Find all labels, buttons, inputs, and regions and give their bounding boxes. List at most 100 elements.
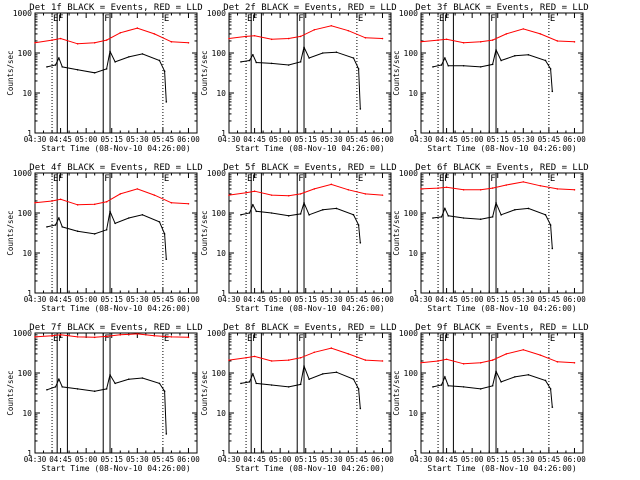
events-data-point: [303, 365, 305, 367]
events-data-point: [462, 217, 465, 219]
events-data-point: [447, 215, 450, 217]
events-data-point: [500, 381, 502, 383]
y-tick-label: 10: [216, 409, 226, 418]
interval-flag-F: F: [104, 14, 109, 24]
detector-panel-3: Det 3f BLACK = Events, RED = LLD 1 10 100 10…: [392, 3, 589, 153]
lld-data-point: [59, 37, 62, 40]
lld-data-point: [51, 335, 53, 337]
lld-data-point: [153, 33, 156, 35]
lld-data-point: [437, 360, 439, 362]
plot-frame: [228, 12, 392, 134]
events-data-point: [299, 61, 302, 63]
events-data-point: [248, 59, 251, 62]
x-tick-label: 05:30: [126, 135, 149, 144]
events-data-point: [500, 59, 502, 62]
events-data-point: [432, 217, 434, 219]
events-data-point: [491, 216, 494, 218]
detector-panel-9: Det 9f BLACK = Events, RED = LLD 1 10 100 10…: [392, 323, 589, 473]
x-tick-label: 05:15: [294, 135, 317, 144]
interval-flag-E: E: [439, 174, 444, 184]
interval-flag-E: E: [164, 174, 169, 184]
events-data-point: [109, 374, 111, 376]
events-data-point: [76, 69, 79, 71]
x-tick-label: 05:30: [512, 295, 535, 304]
lld-data-point: [462, 41, 465, 44]
lld-data-point: [287, 194, 290, 197]
y-tick-label: 100: [212, 49, 227, 58]
x-tick-label: 06:00: [371, 455, 394, 464]
y-tick-label: 1000: [13, 329, 32, 338]
interval-flag-E: E: [247, 14, 252, 24]
interval-flag-F: F: [298, 174, 303, 184]
events-data-point: [551, 247, 554, 250]
y-axis-label: Counts/sec: [6, 370, 15, 415]
lld-series-line: [228, 183, 383, 197]
y-tick-label: 100: [404, 49, 419, 58]
events-data-point: [58, 57, 60, 59]
lld-data-point: [364, 36, 367, 39]
events-data-point: [513, 55, 516, 57]
y-tick-label: 1000: [13, 169, 32, 178]
lld-data-point: [445, 38, 448, 41]
lld-data-point: [364, 193, 367, 195]
events-series-line: [240, 45, 361, 109]
lld-data-point: [491, 187, 494, 189]
interval-flag-F: F: [298, 14, 303, 24]
y-tick-label: 100: [404, 369, 419, 378]
lld-data-point: [93, 41, 96, 44]
interval-flag-E: E: [439, 334, 444, 344]
events-data-point: [513, 376, 516, 378]
y-tick-label: 1000: [399, 169, 418, 178]
interval-flag-F: F: [252, 174, 257, 184]
panel-title: Det 4f BLACK = Events, RED = LLD: [29, 163, 202, 173]
events-data-point: [544, 59, 547, 62]
events-data-point: [544, 214, 547, 216]
lld-data-point: [105, 335, 108, 338]
x-tick-label: 05:00: [75, 295, 98, 304]
events-data-point: [440, 64, 443, 66]
events-data-point: [527, 207, 530, 210]
x-tick-label: 06:00: [177, 455, 200, 464]
x-tick-label: 05:00: [269, 295, 292, 304]
y-tick-label: 100: [18, 369, 33, 378]
events-data-point: [321, 209, 324, 211]
lld-data-point: [491, 39, 494, 41]
events-data-point: [252, 373, 254, 375]
lld-data-point: [479, 361, 482, 364]
lld-data-point: [556, 40, 559, 42]
x-axis-label: Start Time (08-Nov-10 04:26:00): [235, 304, 384, 313]
events-data-point: [105, 229, 108, 231]
x-tick-label: 04:45: [435, 135, 458, 144]
interval-flag-E: E: [247, 334, 252, 344]
events-data-point: [93, 71, 96, 74]
lld-data-point: [270, 194, 273, 196]
events-data-point: [158, 382, 161, 385]
interval-flag-F: F: [444, 334, 449, 344]
x-tick-label: 05:45: [346, 135, 369, 144]
events-data-point: [495, 370, 497, 373]
lld-data-point: [573, 189, 576, 191]
lld-data-point: [119, 334, 122, 336]
interval-flag-F: F: [444, 174, 449, 184]
events-data-point: [109, 210, 111, 213]
lld-data-point: [313, 29, 316, 31]
lld-data-point: [270, 360, 273, 362]
events-data-point: [479, 218, 482, 220]
events-data-point: [440, 384, 443, 386]
events-data-point: [46, 66, 48, 68]
interval-flag-E: E: [550, 14, 555, 24]
x-tick-label: 06:00: [177, 295, 200, 304]
events-data-point: [462, 386, 465, 388]
lld-data-point: [119, 193, 122, 195]
events-data-point: [352, 378, 355, 380]
x-tick-label: 06:00: [563, 135, 586, 144]
interval-flag-F: F: [252, 334, 257, 344]
x-tick-label: 05:15: [100, 295, 123, 304]
detector-panel-5: Det 5f BLACK = Events, RED = LLD 1 10 100 10…: [200, 163, 397, 313]
events-series-line: [432, 201, 553, 249]
lld-data-point: [381, 194, 384, 196]
y-tick-label: 1000: [207, 329, 226, 338]
lld-data-point: [479, 41, 482, 43]
y-tick-label: 10: [22, 89, 32, 98]
plot-frame: [420, 172, 584, 294]
